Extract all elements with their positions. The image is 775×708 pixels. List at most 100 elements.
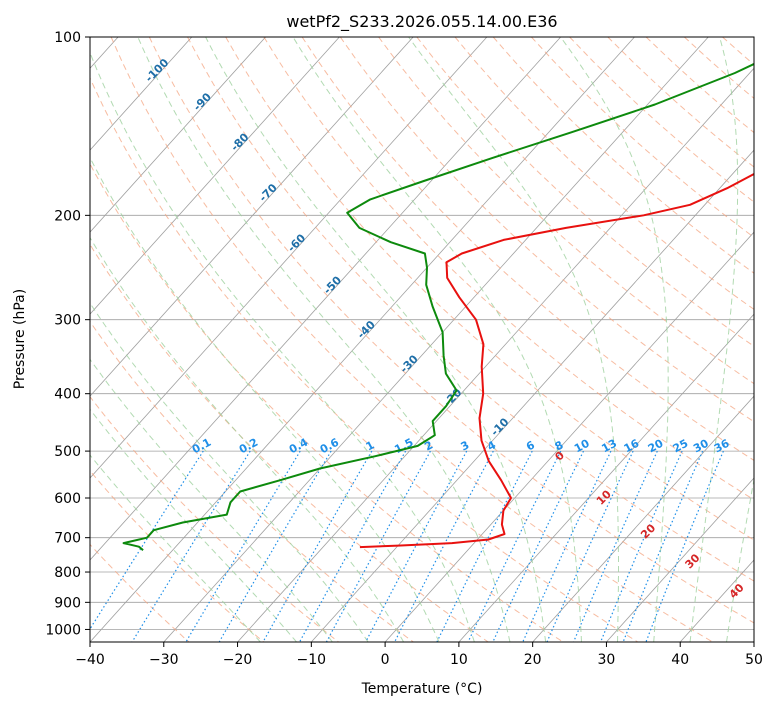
dry-adiabat-label: -50 xyxy=(321,273,344,296)
x-tick-label: −10 xyxy=(297,652,327,668)
moist-adiabat-line xyxy=(90,408,297,642)
x-tick-label: 30 xyxy=(598,652,616,668)
grid-layer xyxy=(90,37,775,642)
x-tick-label: 20 xyxy=(524,652,542,668)
dry-adiabat-label: -10 xyxy=(488,415,511,438)
moist-adiabat-line xyxy=(90,156,440,642)
dry-adiabat-line xyxy=(761,37,775,642)
mixing-ratio-label: 0.4 xyxy=(287,436,311,457)
isotherm-line xyxy=(458,313,754,642)
x-tick-label: 0 xyxy=(381,652,390,668)
dry-adiabat-label: -30 xyxy=(398,352,421,375)
mixing-ratio-label: 30 xyxy=(691,437,711,456)
y-tick-label: 300 xyxy=(54,313,81,329)
dry-adiabat-line xyxy=(148,37,754,624)
moist-adiabat-line xyxy=(90,236,405,642)
moist-adiabat-line xyxy=(560,37,669,642)
moist-adiabat-label: 10 xyxy=(594,487,614,507)
dry-adiabat-line xyxy=(90,470,265,642)
x-tick-label: 50 xyxy=(745,652,763,668)
mixing-ratio-label: 16 xyxy=(622,437,642,456)
dry-adiabat-line xyxy=(90,243,489,642)
mixing-ratio-line xyxy=(467,450,562,642)
mixing-ratio-line xyxy=(572,450,658,642)
x-tick-label: −40 xyxy=(75,652,105,668)
moist-adiabat-line xyxy=(137,37,511,642)
moist-adiabat-line xyxy=(90,454,261,642)
dry-adiabat-line xyxy=(90,76,639,642)
dry-adiabat-label: -100 xyxy=(143,56,172,85)
isotherm-line xyxy=(163,37,709,642)
isotherm-line xyxy=(90,37,635,642)
y-tick-label: 400 xyxy=(54,387,81,403)
isotherm-line xyxy=(90,37,561,561)
y-tick-label: 1000 xyxy=(45,622,81,638)
dry-adiabat-line xyxy=(90,543,190,642)
isotherm-line xyxy=(237,67,754,642)
mixing-ratio-line xyxy=(90,450,204,631)
series-layer xyxy=(122,62,754,551)
mixing-ratio-line xyxy=(131,450,251,642)
dry-adiabat-label: -70 xyxy=(257,181,280,204)
dry-adiabat-line xyxy=(378,37,754,385)
isotherm-line xyxy=(90,37,340,315)
mixing-ratio-line xyxy=(546,450,634,642)
moist-adiabat-line xyxy=(726,476,754,642)
dry-adiabat-line xyxy=(90,395,339,642)
ticks-layer: −40 −30 −20 −10 0 10 20 30 40 50 100 200 300 400 500 60… xyxy=(45,30,763,668)
plot-frame xyxy=(89,36,755,643)
dry-adiabat-line xyxy=(492,37,754,274)
moist-adiabat-line xyxy=(408,37,619,642)
moist-adiabat-label: 20 xyxy=(638,521,658,541)
mixing-ratio-line xyxy=(600,450,683,642)
isotherm-line xyxy=(90,37,414,397)
y-tick-label: 900 xyxy=(54,595,81,611)
dry-adiabat-line xyxy=(90,320,414,642)
x-axis-title: Temperature (°C) xyxy=(361,681,483,697)
dry-adiabat-line xyxy=(110,37,713,642)
x-tick-label: 10 xyxy=(450,652,468,668)
mixing-ratio-label: 13 xyxy=(599,437,619,456)
mixing-ratio-label: 36 xyxy=(712,437,732,456)
moist-adiabat-line xyxy=(90,51,475,642)
mixing-ratio-line xyxy=(622,450,704,642)
y-tick-label: 100 xyxy=(54,30,81,46)
isotherm-line xyxy=(90,37,266,233)
x-tick-label: 40 xyxy=(671,652,689,668)
dry-adiabat-line xyxy=(339,37,754,423)
y-tick-label: 500 xyxy=(54,444,81,460)
dry-adiabat-line xyxy=(187,37,754,582)
mixing-ratio-label: 0.6 xyxy=(318,436,342,457)
y-tick-label: 700 xyxy=(54,531,81,547)
mixing-ratio-line xyxy=(325,450,431,642)
x-tick-label: −20 xyxy=(223,652,253,668)
moist-adiabat-line xyxy=(689,37,739,642)
chart-title: wetPf2_S233.2026.055.14.00.E36 xyxy=(286,12,557,32)
moist-adiabat-label: 40 xyxy=(727,581,747,601)
isotherm-line xyxy=(90,37,488,479)
mixing-ratio-line xyxy=(492,450,585,642)
mixing-ratio-line xyxy=(394,450,494,642)
mixing-ratio-line xyxy=(262,450,373,642)
mixing-ratio-line xyxy=(645,450,724,642)
isotherm-line xyxy=(753,641,754,642)
mixing-ratio-label: 0.2 xyxy=(237,436,260,457)
mixing-ratio-label: 0.1 xyxy=(190,436,213,457)
isotherm-line xyxy=(532,395,754,642)
dry-adiabat-line xyxy=(301,37,754,461)
dry-adiabat-line xyxy=(531,37,754,238)
dry-adiabat-line xyxy=(722,37,754,66)
mixing-ratio-label: 10 xyxy=(572,437,592,456)
moist-adiabat-line xyxy=(205,37,547,642)
moist-adiabat-line xyxy=(90,358,333,642)
dry-adiabat-label: -40 xyxy=(355,318,378,341)
dry-adiabat-line xyxy=(263,37,754,501)
dewpoint-profile-line xyxy=(122,62,754,551)
grid-labels-layer: 0.1 0.2 0.4 0.6 1 1.5 2 3 4 6 8 10 13 16 20 25 30 36-100-… xyxy=(143,56,747,601)
y-tick-label: 600 xyxy=(54,491,81,507)
dry-adiabat-line xyxy=(607,37,754,168)
isotherm-line xyxy=(90,37,193,151)
dry-adiabat-label: -90 xyxy=(191,90,214,113)
x-tick-label: −30 xyxy=(149,652,179,668)
